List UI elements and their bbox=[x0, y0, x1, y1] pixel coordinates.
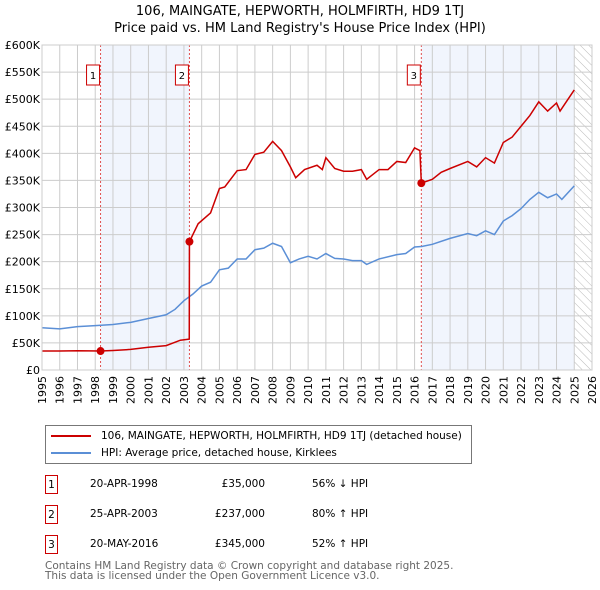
sale-date: 20-APR-1998 bbox=[90, 478, 158, 490]
x-tick-label: 1996 bbox=[54, 376, 67, 404]
x-tick-label: 2017 bbox=[426, 376, 439, 404]
legend-item-hpi: HPI: Average price, detached house, Kirk… bbox=[51, 445, 337, 461]
x-tick-label: 2000 bbox=[125, 376, 138, 404]
y-tick-label: £350K bbox=[5, 174, 41, 187]
y-tick-label: £200K bbox=[5, 256, 41, 269]
sale-label-box bbox=[86, 64, 101, 86]
x-tick-label: 2020 bbox=[480, 376, 493, 404]
y-tick-label: £300K bbox=[5, 202, 41, 215]
sale-label: 1 bbox=[90, 71, 96, 82]
x-tick-label: 2024 bbox=[551, 376, 564, 404]
sale-hpi: 52% ↑ HPI bbox=[312, 538, 369, 550]
legend-swatch-red bbox=[51, 435, 91, 437]
x-tick-label: 2009 bbox=[284, 376, 297, 404]
x-tick-label: 2018 bbox=[444, 376, 457, 404]
x-tick-label: 2010 bbox=[302, 376, 315, 404]
sale-label-box bbox=[174, 64, 189, 86]
x-tick-label: 2013 bbox=[355, 376, 368, 404]
x-tick-label: 1995 bbox=[36, 376, 49, 404]
x-tick-label: 2021 bbox=[497, 376, 510, 404]
legend-label: HPI: Average price, detached house, Kirk… bbox=[101, 447, 337, 459]
x-tick-label: 1998 bbox=[89, 376, 102, 404]
x-tick-label: 2016 bbox=[409, 376, 422, 404]
hpi-line bbox=[41, 185, 575, 330]
x-tick-label: 2007 bbox=[249, 376, 262, 404]
legend-swatch-blue bbox=[51, 452, 91, 454]
footer-copyright: Contains HM Land Registry data © Crown c… bbox=[45, 560, 454, 572]
y-tick-label: £400K bbox=[5, 147, 41, 160]
x-tick-label: 2002 bbox=[160, 376, 173, 404]
y-tick-label: £600K bbox=[5, 39, 41, 52]
x-tick-label: 2019 bbox=[462, 376, 475, 404]
x-tick-label: 2003 bbox=[178, 376, 191, 404]
sale-label: 3 bbox=[411, 71, 417, 82]
sale-point bbox=[185, 237, 194, 246]
y-tick-label: £550K bbox=[5, 66, 41, 79]
y-tick-label: £450K bbox=[5, 120, 41, 133]
sale-number: 2 bbox=[45, 505, 58, 524]
y-tick-label: £500K bbox=[5, 93, 41, 106]
chart-title: 106, MAINGATE, HEPWORTH, HOLMFIRTH, HD9 … bbox=[135, 4, 465, 19]
price-paid-line bbox=[42, 89, 575, 352]
x-tick-label: 2001 bbox=[142, 376, 155, 404]
x-tick-label: 1999 bbox=[107, 376, 120, 404]
x-tick-label: 2004 bbox=[196, 376, 209, 404]
sale-price: £237,000 bbox=[214, 508, 265, 520]
y-tick-label: £50K bbox=[12, 337, 41, 350]
x-tick-label: 2012 bbox=[338, 376, 351, 404]
x-tick-label: 2022 bbox=[515, 376, 528, 404]
x-tick-label: 2008 bbox=[267, 376, 280, 404]
x-tick-label: 2023 bbox=[533, 376, 546, 404]
footer-licence: This data is licensed under the Open Gov… bbox=[45, 570, 380, 582]
x-tick-label: 2006 bbox=[231, 376, 244, 404]
legend: 106, MAINGATE, HEPWORTH, HOLMFIRTH, HD9 … bbox=[45, 425, 472, 464]
x-tick-label: 2005 bbox=[213, 376, 226, 404]
x-tick-label: 2011 bbox=[320, 376, 333, 404]
sale-price: £35,000 bbox=[221, 478, 265, 490]
sale-label-box bbox=[406, 64, 421, 86]
y-tick-label: £100K bbox=[5, 310, 41, 323]
sale-label: 2 bbox=[179, 71, 185, 82]
x-tick-label: 1997 bbox=[71, 376, 84, 404]
sale-hpi: 56% ↓ HPI bbox=[312, 478, 369, 490]
sale-hpi: 80% ↑ HPI bbox=[312, 508, 369, 520]
chart-subtitle: Price paid vs. HM Land Registry's House … bbox=[114, 21, 486, 36]
legend-item-property: 106, MAINGATE, HEPWORTH, HOLMFIRTH, HD9 … bbox=[51, 428, 462, 444]
sale-date: 25-APR-2003 bbox=[90, 508, 158, 520]
sale-number: 3 bbox=[45, 535, 58, 554]
y-tick-label: £0 bbox=[26, 364, 40, 377]
plot-border bbox=[41, 44, 593, 371]
y-tick-label: £150K bbox=[5, 283, 41, 296]
legend-label: 106, MAINGATE, HEPWORTH, HOLMFIRTH, HD9 … bbox=[101, 430, 462, 442]
sale-number: 1 bbox=[45, 475, 58, 494]
x-tick-label: 2014 bbox=[373, 376, 386, 404]
sale-price: £345,000 bbox=[214, 538, 265, 550]
x-tick-label: 2015 bbox=[391, 376, 404, 404]
footer: Contains HM Land Registry data © Crown c… bbox=[45, 560, 454, 582]
x-tick-label: 2026 bbox=[586, 376, 599, 404]
sale-point bbox=[417, 179, 426, 188]
price-chart: 1995 1996 1997 1998 1999 2000 2001 2002 2003 2004… bbox=[5, 39, 599, 404]
x-tick-label: 2025 bbox=[568, 376, 581, 404]
sale-point bbox=[96, 347, 105, 356]
sale-date: 20-MAY-2016 bbox=[90, 538, 159, 550]
y-tick-label: £250K bbox=[5, 229, 41, 242]
